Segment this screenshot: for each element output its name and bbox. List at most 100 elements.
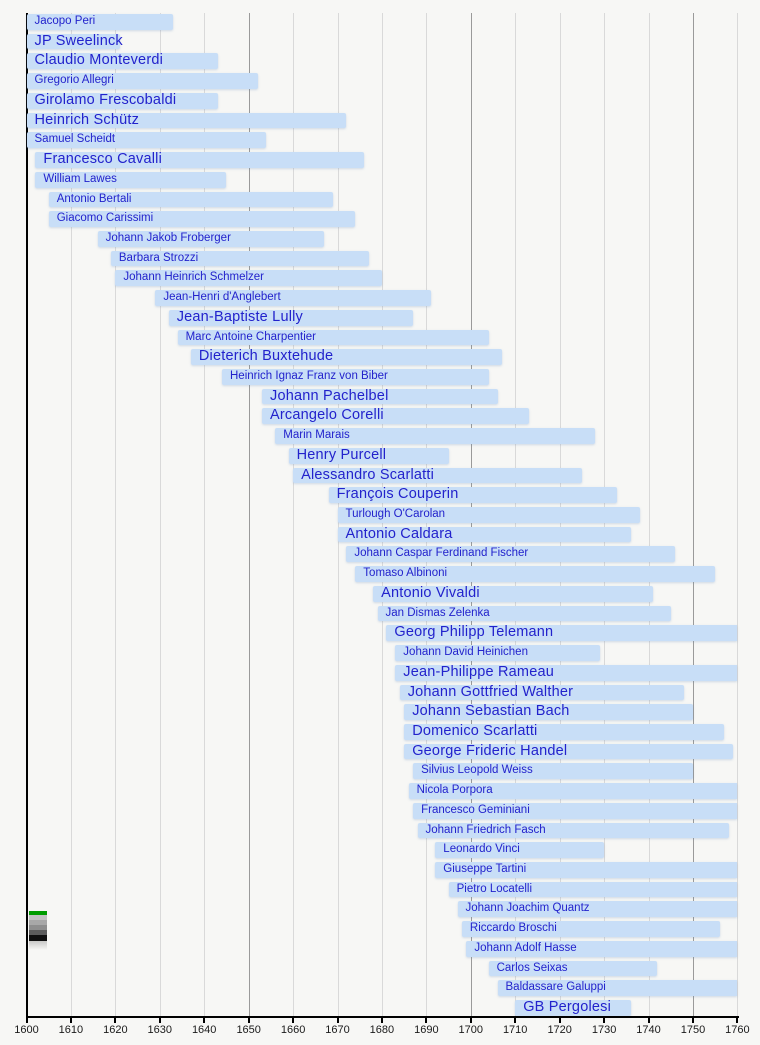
composer-bar[interactable]: Jean-Henri d'Anglebert xyxy=(155,290,431,306)
axis-tick-label: 1760 xyxy=(725,1024,750,1036)
composer-bar[interactable]: Pietro Locatelli xyxy=(448,881,738,898)
composer-bar[interactable]: Arcangelo Corelli xyxy=(262,407,529,425)
composer-label: Pietro Locatelli xyxy=(456,882,533,895)
composer-bar[interactable]: Johann Heinrich Schmelzer xyxy=(115,270,382,287)
composer-label: Heinrich Schütz xyxy=(34,111,140,128)
axis-tick-label: 1610 xyxy=(58,1024,84,1036)
composer-bar[interactable]: Marin Marais xyxy=(275,428,596,444)
axis-tick xyxy=(647,1018,650,1023)
composer-bar[interactable]: William Lawes xyxy=(35,171,227,188)
axis-tick xyxy=(736,1018,739,1023)
axis-tick-label: 1670 xyxy=(325,1024,350,1036)
composer-bar[interactable]: Henry Purcell xyxy=(288,447,449,464)
composer-bar[interactable]: Heinrich Ignaz Franz von Biber xyxy=(222,369,489,385)
composer-label: Baldassare Galuppi xyxy=(505,981,606,994)
composer-bar[interactable]: Johann Pachelbel xyxy=(262,387,498,405)
composer-bar[interactable]: George Frideric Handel xyxy=(404,742,733,760)
composer-bar[interactable]: Alessandro Scarlatti xyxy=(293,467,582,484)
composer-bar[interactable]: Johann Gottfried Walther xyxy=(399,683,685,701)
composer-label: Marin Marais xyxy=(283,429,350,442)
axis-tick xyxy=(69,1018,72,1023)
minor-gridline-1630 xyxy=(159,13,161,1016)
axis-tick-label: 1730 xyxy=(591,1024,617,1036)
composer-bar[interactable]: Nicola Porpora xyxy=(408,783,738,799)
axis-tick-label: 1630 xyxy=(147,1024,173,1036)
axis-tick xyxy=(336,1018,339,1023)
axis-tick-label: 1660 xyxy=(280,1024,306,1036)
composer-bar[interactable]: Johann Jakob Froberger xyxy=(97,230,325,247)
composer-bar[interactable]: Claudio Monteverdi xyxy=(26,53,218,70)
composer-bar[interactable]: Johann David Heinichen xyxy=(395,645,600,661)
logo-band xyxy=(29,911,47,915)
composer-bar[interactable]: Dieterich Buxtehude xyxy=(190,348,502,365)
composer-bar[interactable]: Marc Antoine Charpentier xyxy=(177,329,489,346)
logo-band xyxy=(29,935,47,941)
composer-label: Gregorio Allegri xyxy=(34,74,114,87)
composer-label: Johann Gottfried Walther xyxy=(407,683,574,700)
composer-bar[interactable]: Gregorio Allegri xyxy=(26,73,258,89)
composer-bar[interactable]: Tomaso Albinoni xyxy=(355,566,716,582)
composer-bar[interactable]: Carlos Seixas xyxy=(488,960,658,977)
axis-tick xyxy=(247,1018,250,1023)
composer-label: William Lawes xyxy=(43,172,117,185)
logo-band xyxy=(29,920,47,925)
composer-bar[interactable]: Johann Joachim Quantz xyxy=(457,901,738,918)
composer-bar[interactable]: Antonio Vivaldi xyxy=(373,585,653,602)
composer-bar[interactable]: Jean-Philippe Rameau xyxy=(395,664,738,681)
composer-bar[interactable]: Turlough O'Carolan xyxy=(337,507,640,523)
composer-bar[interactable]: Francesco Geminiani xyxy=(413,802,738,819)
composer-bar[interactable]: Antonio Bertali xyxy=(48,191,334,208)
composer-bar[interactable]: Silvius Leopold Weiss xyxy=(413,763,693,780)
logo-shadow xyxy=(29,941,47,950)
composer-bar[interactable]: Girolamo Frescobaldi xyxy=(26,91,218,109)
composer-label: Johann Jakob Froberger xyxy=(105,231,231,244)
composer-bar[interactable]: Johann Caspar Ferdinand Fischer xyxy=(346,546,676,563)
composer-label: Nicola Porpora xyxy=(416,784,493,797)
composer-bar[interactable]: Georg Philipp Telemann xyxy=(386,625,738,642)
composer-bar[interactable]: Baldassare Galuppi xyxy=(497,980,738,997)
composer-label: Barbara Strozzi xyxy=(118,251,199,264)
composer-bar[interactable]: Giacomo Carissimi xyxy=(48,211,356,227)
composer-label: Johann Heinrich Schmelzer xyxy=(123,271,265,284)
axis-tick xyxy=(380,1018,383,1023)
axis-tick-label: 1740 xyxy=(636,1024,661,1036)
composer-bar[interactable]: Leonardo Vinci xyxy=(435,842,605,858)
axis-tick xyxy=(425,1018,428,1023)
composer-label: George Frideric Handel xyxy=(412,742,568,759)
composer-bar[interactable]: Johann Friedrich Fasch xyxy=(417,822,729,839)
composer-bar[interactable]: Giuseppe Tartini xyxy=(435,862,738,878)
axis-tick xyxy=(692,1018,694,1023)
logo-band xyxy=(29,925,47,930)
axis-tick xyxy=(114,1018,117,1023)
easytimeline-logo-icon[interactable] xyxy=(29,911,47,951)
minor-gridline-1620 xyxy=(115,13,117,1016)
composer-bar[interactable]: Barbara Strozzi xyxy=(110,250,369,267)
logo-band xyxy=(29,930,47,935)
composer-label: JP Sweelinck xyxy=(34,32,123,49)
axis-tick xyxy=(158,1018,161,1023)
composer-label: Arcangelo Corelli xyxy=(270,407,384,424)
composer-bar[interactable]: Johann Adolf Hasse xyxy=(466,940,738,957)
composer-label: Jean-Baptiste Lully xyxy=(176,308,304,325)
composer-label: Johann Caspar Ferdinand Fischer xyxy=(354,547,529,560)
composer-bar[interactable]: Riccardo Broschi xyxy=(461,921,720,937)
composer-label: Leonardo Vinci xyxy=(443,843,520,856)
composer-bar[interactable]: Jean-Baptiste Lully xyxy=(168,308,414,326)
composer-bar[interactable]: Jan Dismas Zelenka xyxy=(377,605,671,622)
composer-bar[interactable]: Heinrich Schütz xyxy=(26,111,347,129)
composer-bar[interactable]: François Couperin xyxy=(328,487,618,504)
composer-bar[interactable]: Francesco Cavalli xyxy=(35,151,365,168)
logo-band xyxy=(29,915,47,920)
axis-tick xyxy=(292,1018,295,1023)
major-gridline-1750 xyxy=(693,13,694,1016)
composer-bar[interactable]: Jacopo Peri xyxy=(26,14,174,30)
composer-bar[interactable]: Johann Sebastian Bach xyxy=(404,703,693,720)
composer-label: Girolamo Frescobaldi xyxy=(34,91,177,108)
composer-bar[interactable]: Antonio Caldara xyxy=(337,526,631,543)
composer-bar[interactable]: Samuel Scheidt xyxy=(26,132,267,149)
composer-bar[interactable]: GB Pergolesi xyxy=(515,999,631,1016)
composer-bar[interactable]: JP Sweelinck xyxy=(26,32,123,50)
composer-bar[interactable]: Domenico Scarlatti xyxy=(404,723,725,740)
composer-label: Johann Pachelbel xyxy=(270,387,389,404)
composer-label: Marc Antoine Charpentier xyxy=(185,330,316,343)
